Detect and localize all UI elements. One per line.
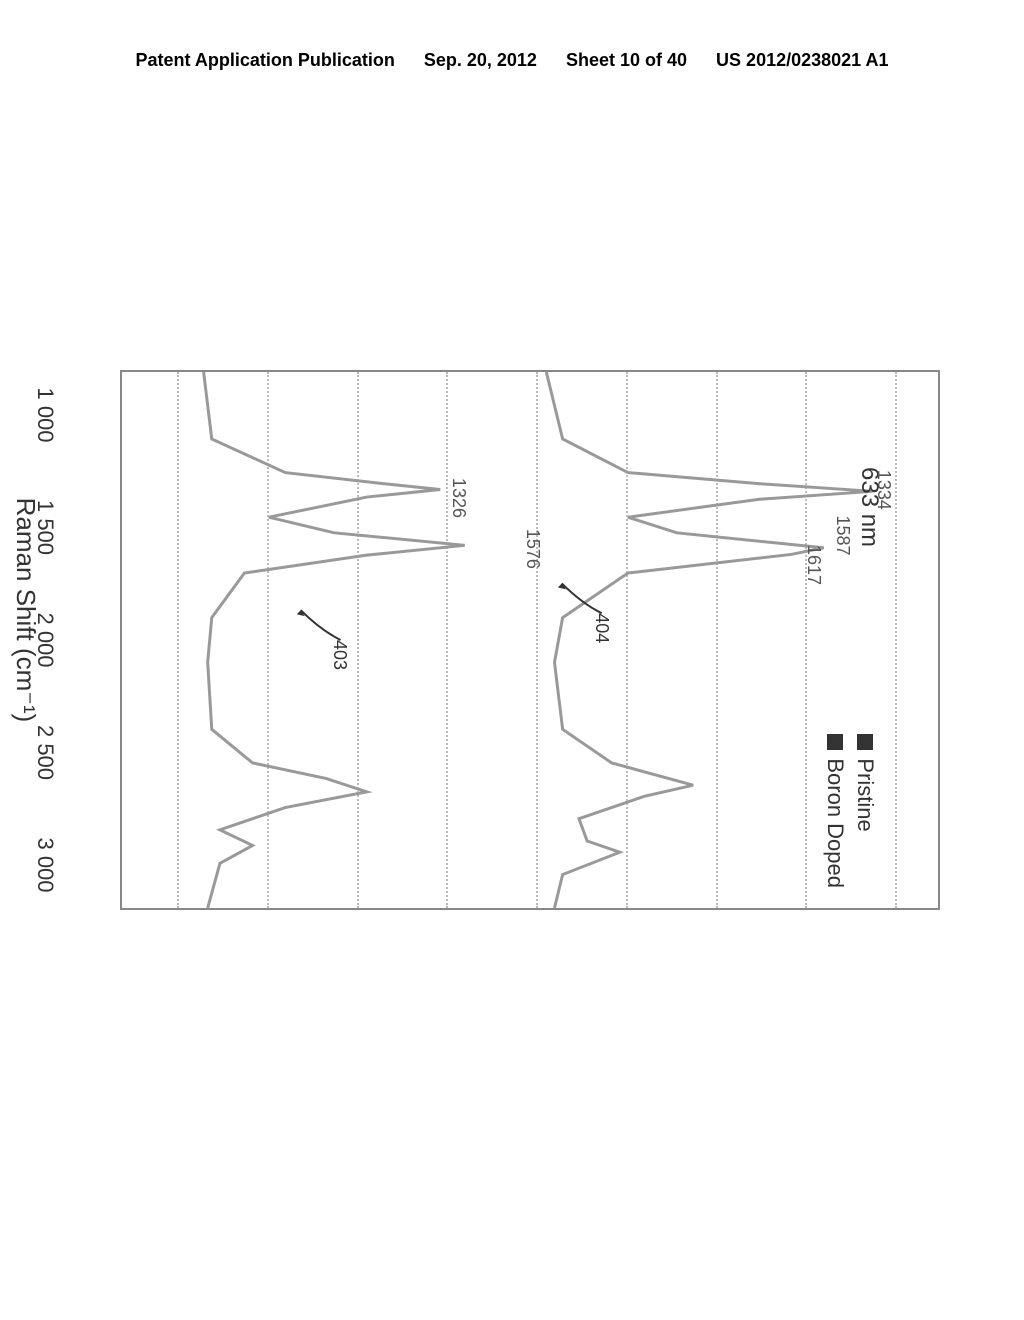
header-right: US 2012/0238021 A1 [716, 50, 888, 70]
x-tick-label: 2 500 [32, 725, 58, 780]
peak-label: 1587 [832, 515, 853, 555]
legend: Pristine Boron Doped [818, 734, 878, 888]
chart-container: Intensity (a. u.) 633 nm Pristine Boron … [20, 290, 980, 930]
callout-arrows [297, 583, 602, 640]
legend-label: Pristine [852, 758, 878, 831]
header-left: Patent Application Publication [135, 50, 394, 70]
x-tick-label: 3 000 [32, 837, 58, 892]
spectra-svg [122, 372, 938, 908]
header-sheet: Sheet 10 of 40 [566, 50, 687, 70]
legend-item-boron: Boron Doped [822, 734, 848, 888]
callout-label: 403 [329, 640, 350, 670]
callout-arrow [301, 610, 341, 640]
peak-label: 1576 [522, 529, 543, 569]
legend-marker [827, 734, 843, 750]
legend-item-pristine: Pristine [852, 734, 878, 888]
legend-label: Boron Doped [822, 758, 848, 888]
peak-label: 1326 [448, 478, 469, 518]
x-tick-label: 1 000 [32, 387, 58, 442]
page-header: Patent Application Publication Sep. 20, … [0, 50, 1024, 71]
header-center: Sep. 20, 2012 [424, 50, 537, 70]
peak-label: 1617 [803, 545, 824, 585]
x-axis-label: Raman Shift (cm⁻¹) [10, 498, 41, 723]
plot-area: 633 nm Pristine Boron Doped 133415871617… [120, 370, 940, 910]
chart-rotated-wrapper: Intensity (a. u.) 633 nm Pristine Boron … [20, 290, 980, 930]
callout-label: 404 [591, 613, 612, 643]
callout-arrow [562, 583, 602, 613]
figure-label: Figure 4B [0, 554, 1, 667]
peak-label: 1334 [873, 470, 894, 510]
legend-marker [857, 734, 873, 750]
